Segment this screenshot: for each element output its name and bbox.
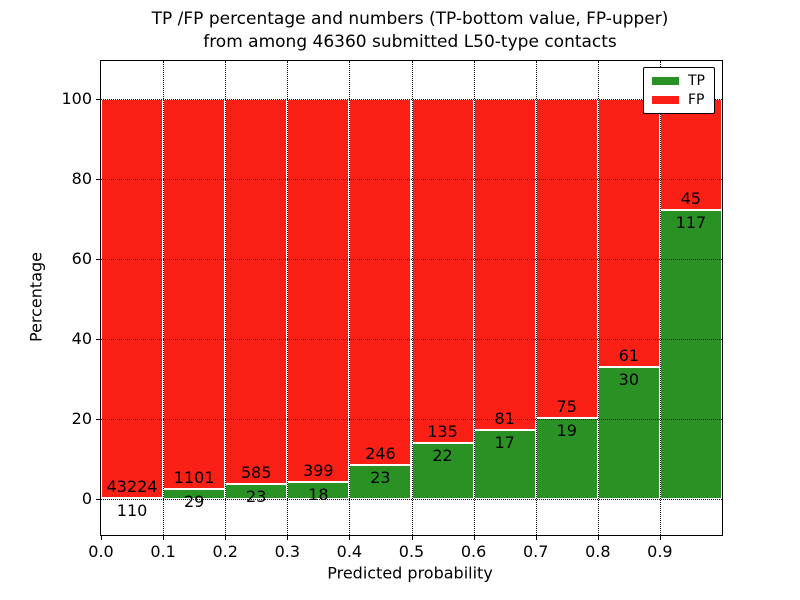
y-tickmark bbox=[96, 499, 100, 500]
y-axis-label: Percentage bbox=[26, 251, 46, 343]
fp-bar-segment bbox=[163, 99, 226, 489]
chart-title: TP /FP percentage and numbers (TP-bottom… bbox=[152, 8, 669, 54]
x-tickmark bbox=[597, 536, 599, 540]
fp-bar-segment bbox=[473, 99, 536, 430]
legend-row: FP bbox=[652, 93, 705, 107]
y-tick-label: 60 bbox=[71, 249, 92, 268]
x-tickmark bbox=[349, 536, 351, 540]
legend-row: TP bbox=[652, 74, 705, 88]
legend-label: FP bbox=[688, 92, 705, 108]
fp-bar-segment bbox=[597, 99, 660, 368]
x-tick-label: 0.1 bbox=[150, 542, 176, 561]
x-tick-label: 0.6 bbox=[460, 542, 487, 561]
x-gridline bbox=[535, 61, 537, 535]
tp-bar-segment bbox=[349, 464, 412, 499]
tp-bar-segment bbox=[287, 481, 350, 499]
y-tick-label: 20 bbox=[71, 409, 92, 428]
tp-bar-segment bbox=[225, 483, 288, 499]
tp-bar-segment bbox=[473, 429, 536, 499]
x-tick-label: 0.7 bbox=[522, 542, 549, 561]
x-tick-label: 0.8 bbox=[585, 542, 611, 561]
x-tickmark bbox=[287, 536, 289, 540]
fp-bar-segment bbox=[411, 99, 474, 443]
y-tickmark bbox=[96, 419, 100, 420]
fp-bar-segment bbox=[535, 99, 598, 419]
legend-label: TP bbox=[688, 73, 705, 89]
x-tick-label: 0.0 bbox=[88, 542, 114, 561]
tp-legend-swatch bbox=[652, 77, 679, 85]
x-tick-label: 0.9 bbox=[647, 542, 673, 561]
fp-bar-segment bbox=[659, 99, 722, 211]
y-tick-label: 40 bbox=[71, 329, 92, 348]
tp-bar-segment bbox=[411, 442, 474, 499]
y-tickmark bbox=[96, 339, 100, 340]
x-gridline bbox=[225, 61, 227, 535]
x-tick-label: 0.5 bbox=[398, 542, 425, 561]
x-tick-label: 0.4 bbox=[336, 542, 363, 561]
x-tickmark bbox=[535, 536, 537, 540]
x-axis-label: Predicted probability bbox=[327, 563, 493, 583]
fp-bar-segment bbox=[101, 99, 164, 498]
tp-bar-segment bbox=[597, 367, 660, 499]
x-gridline bbox=[597, 61, 599, 535]
x-gridline bbox=[163, 61, 165, 535]
x-gridline bbox=[349, 61, 351, 535]
x-gridline bbox=[659, 61, 661, 535]
tp-bar-segment bbox=[163, 488, 226, 499]
fp-bar-segment bbox=[349, 99, 412, 465]
x-tick-label: 0.2 bbox=[212, 542, 238, 561]
y-tick-label: 0 bbox=[81, 489, 92, 508]
legend: TP FP bbox=[643, 67, 715, 114]
fp-bar-segment bbox=[287, 99, 350, 482]
x-gridline bbox=[287, 61, 289, 535]
tp-count-label: 110 bbox=[116, 500, 148, 520]
x-tick-label: 0.3 bbox=[274, 542, 301, 561]
x-tickmark bbox=[473, 536, 475, 540]
x-tickmark bbox=[659, 536, 661, 540]
fp-bar-segment bbox=[225, 99, 288, 484]
x-tickmark bbox=[411, 536, 413, 540]
x-tickmark bbox=[163, 536, 165, 540]
tp-bar-segment bbox=[659, 210, 722, 499]
y-tickmark bbox=[96, 179, 100, 180]
fp-legend-swatch bbox=[652, 96, 679, 104]
plot-area: 43224 110 1101 29 585 23 399 18 246 23 135 22 81 17 75… bbox=[100, 60, 723, 536]
x-gridline bbox=[473, 61, 475, 535]
y-tickmark bbox=[96, 259, 100, 260]
chart-title-line2: from among 46360 submitted L50-type cont… bbox=[203, 32, 617, 52]
x-gridline bbox=[411, 61, 413, 535]
x-tickmark bbox=[101, 536, 102, 540]
y-tick-label: 100 bbox=[61, 89, 92, 108]
chart-title-line1: TP /FP percentage and numbers (TP-bottom… bbox=[151, 9, 669, 29]
x-tickmark bbox=[225, 536, 227, 540]
y-tick-label: 80 bbox=[71, 169, 92, 188]
y-tickmark bbox=[96, 99, 100, 100]
tp-bar-segment bbox=[535, 418, 598, 499]
